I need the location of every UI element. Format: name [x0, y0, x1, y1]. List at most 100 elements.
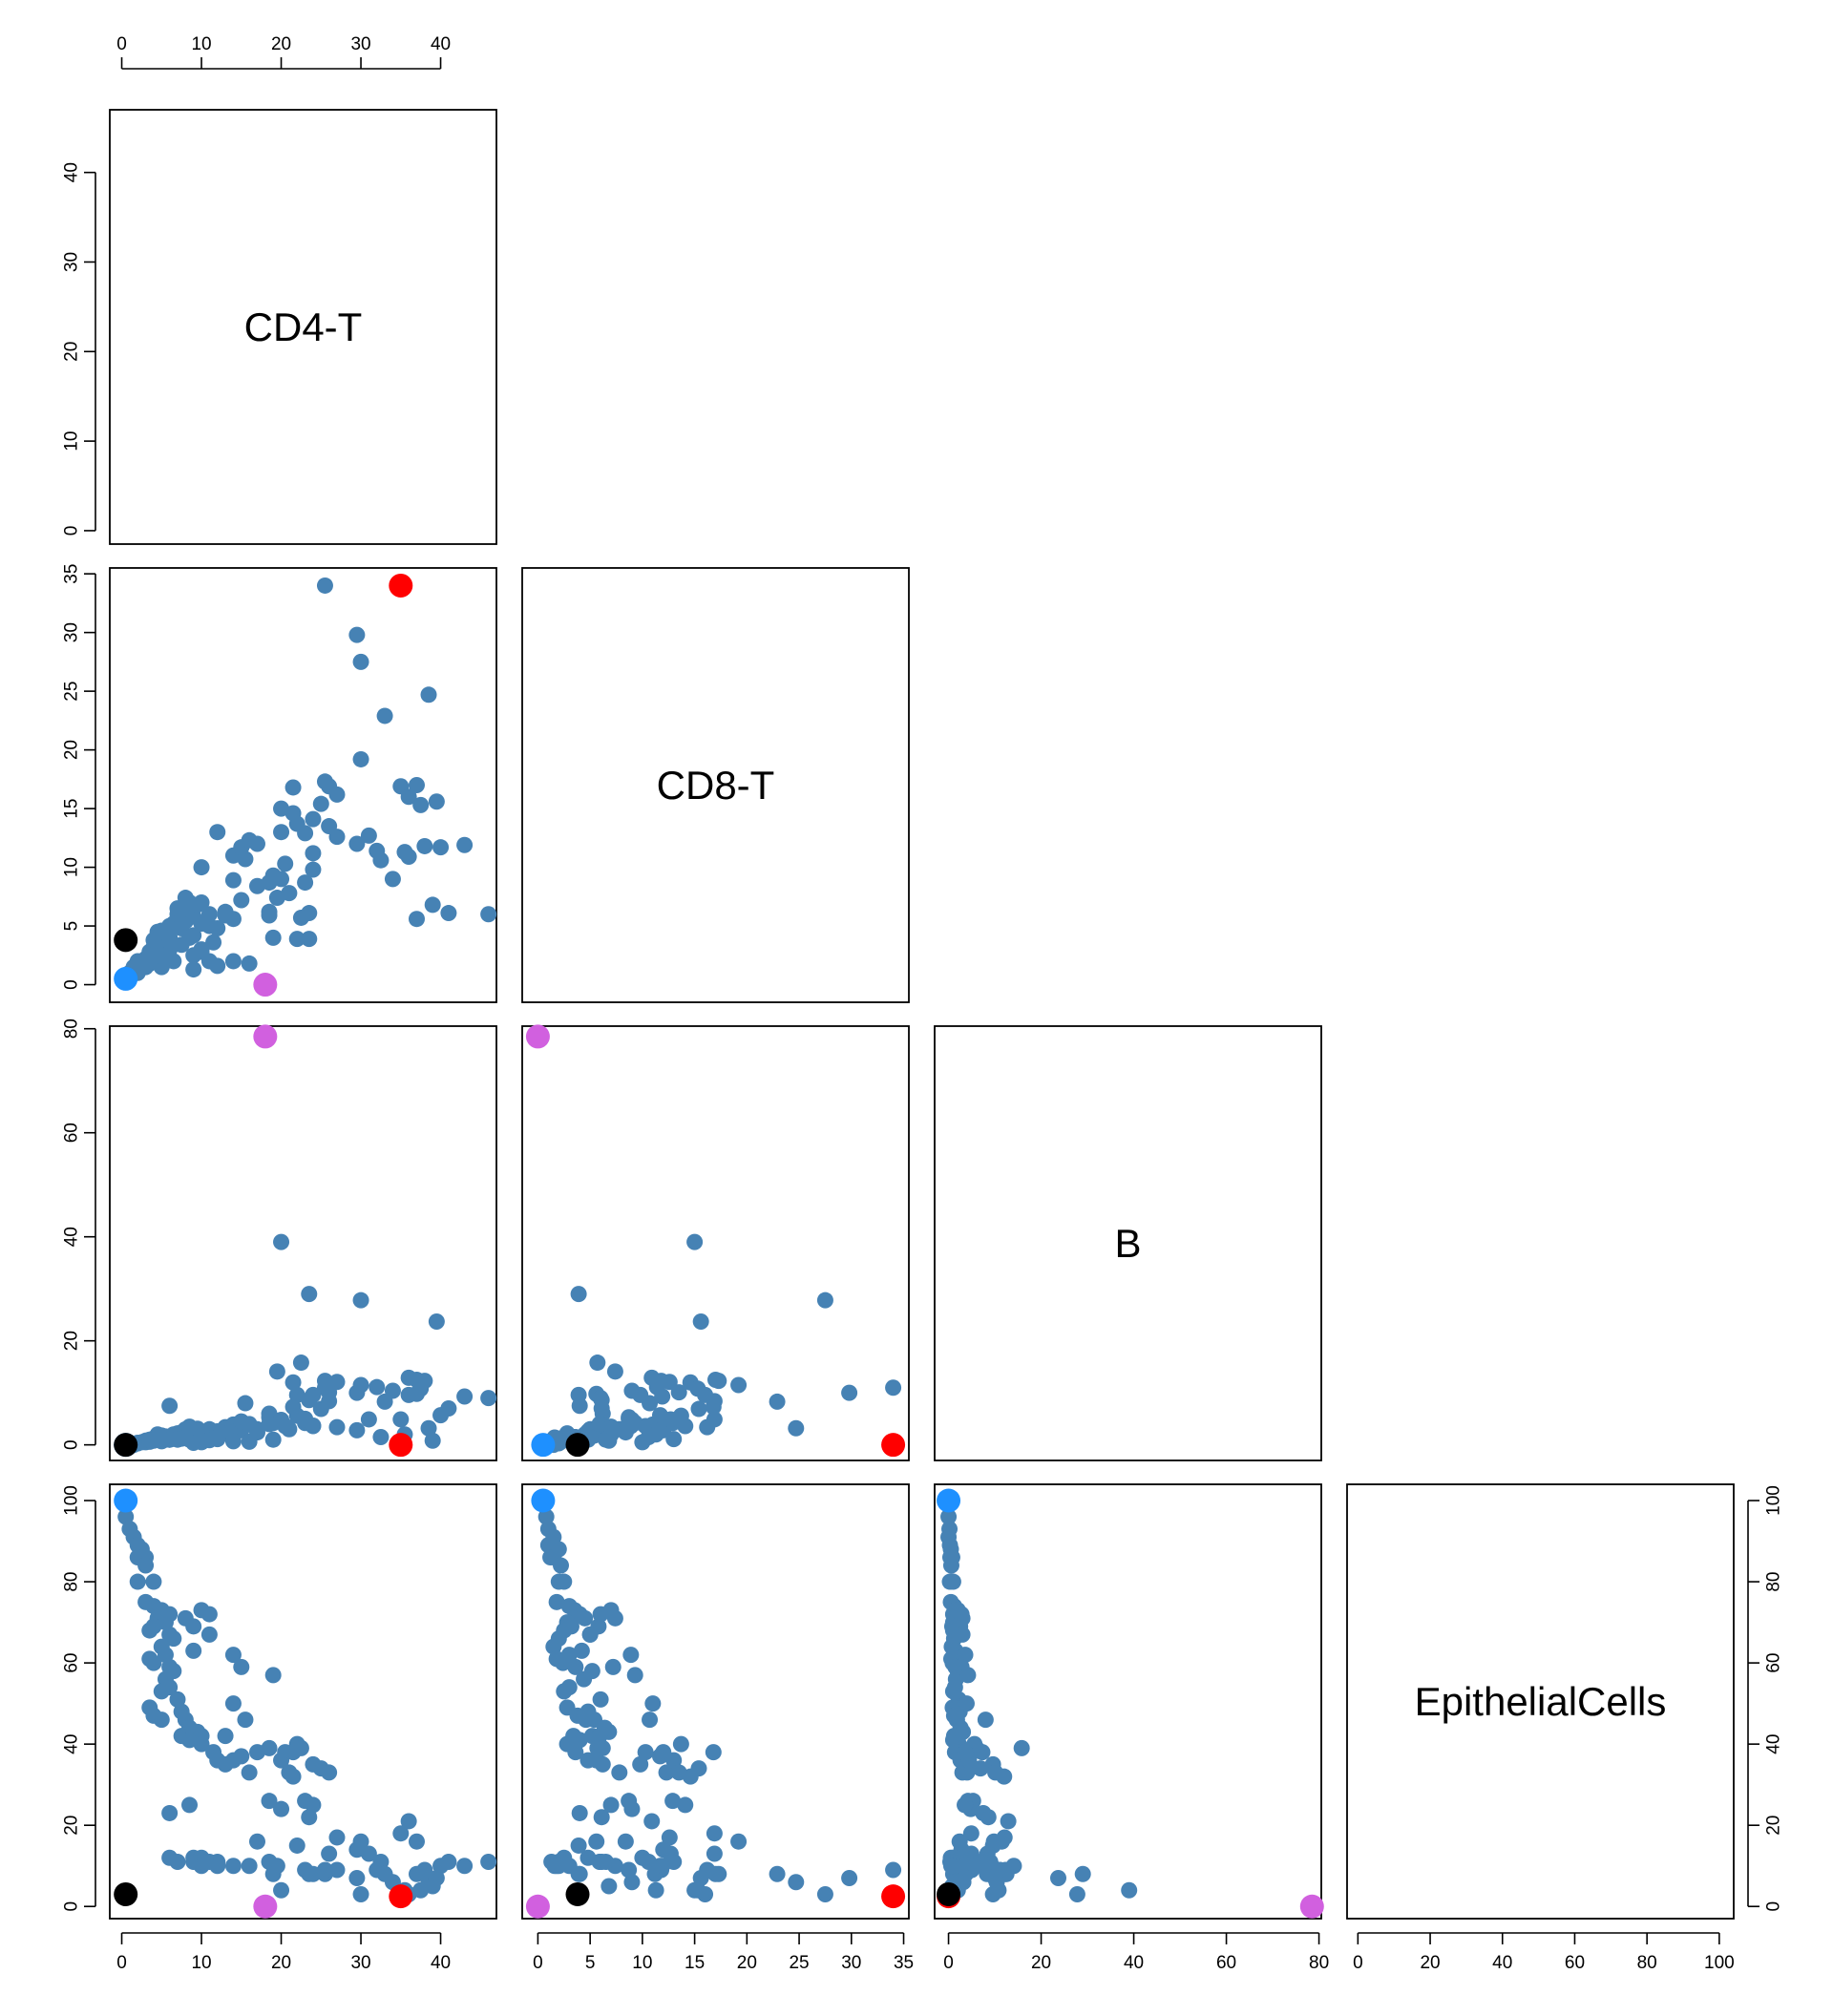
data-point	[376, 1865, 393, 1882]
data-point	[957, 1796, 974, 1814]
right-tick-label: 80	[1764, 1571, 1784, 1591]
data-point	[305, 861, 322, 878]
data-point	[297, 825, 314, 842]
data-point	[1050, 1869, 1067, 1886]
right-tick-label: 0	[1764, 1901, 1784, 1912]
data-point	[690, 1400, 707, 1418]
y-axis-CD8-T: 0 5 10 15 20 25 30 35	[62, 564, 96, 990]
highlight-point	[253, 1024, 278, 1049]
data-point	[205, 934, 222, 951]
diagonal-panel-CD8-T: CD8-T	[521, 567, 910, 1003]
x-tick-label: 15	[685, 1953, 705, 1973]
data-point	[297, 874, 314, 892]
x-tick-label: 30	[841, 1953, 861, 1973]
data-point	[328, 786, 346, 803]
data-point	[352, 1885, 369, 1902]
data-point	[277, 855, 294, 872]
data-point	[420, 686, 437, 704]
data-point	[153, 1683, 170, 1700]
data-point	[647, 1426, 664, 1443]
data-point	[424, 896, 441, 914]
data-point	[224, 1695, 242, 1712]
data-point	[193, 859, 210, 876]
data-point	[885, 1861, 902, 1879]
data-point	[621, 1410, 638, 1427]
x-tick-label: 20	[271, 1953, 291, 1973]
data-point	[626, 1667, 643, 1684]
data-point	[661, 1829, 678, 1846]
highlight-point	[565, 1433, 590, 1458]
highlight-point	[114, 1488, 138, 1513]
x-tick-label: 20	[737, 1953, 757, 1973]
data-point	[1121, 1881, 1138, 1899]
x-tick-label: 0	[1353, 1953, 1363, 1973]
data-point	[644, 1695, 662, 1712]
data-point	[305, 1417, 322, 1434]
data-point	[233, 1748, 250, 1765]
data-point	[348, 835, 366, 852]
data-point	[456, 1858, 474, 1875]
data-point	[953, 1606, 970, 1623]
data-point	[145, 1654, 162, 1671]
highlight-point	[881, 1433, 906, 1458]
y-tick-label: 0	[62, 1901, 82, 1912]
y-tick-label: 40	[62, 1227, 82, 1247]
data-point	[348, 1869, 366, 1886]
right-tick-label: 20	[1764, 1816, 1784, 1836]
y-tick-label: 0	[62, 526, 82, 536]
data-point	[284, 1374, 302, 1391]
data-point	[400, 1813, 417, 1830]
data-point	[328, 1418, 346, 1436]
data-point	[589, 1354, 606, 1372]
data-point	[769, 1865, 786, 1882]
data-point	[352, 653, 369, 670]
data-point	[241, 1764, 258, 1781]
data-point	[209, 824, 226, 841]
panel-frame	[521, 567, 910, 1003]
data-point	[248, 835, 265, 852]
data-point	[312, 795, 329, 812]
data-point	[141, 1622, 158, 1639]
data-point	[248, 877, 265, 894]
data-point	[292, 909, 309, 926]
data-point	[440, 905, 457, 922]
panel-frame	[934, 1483, 1322, 1920]
data-point	[977, 1712, 994, 1729]
data-point	[224, 1433, 242, 1450]
data-point	[408, 1865, 425, 1882]
data-point	[602, 1418, 620, 1436]
data-point	[975, 1804, 992, 1821]
data-point	[958, 1695, 975, 1712]
data-point	[316, 577, 333, 594]
data-point	[604, 1658, 622, 1675]
data-point	[571, 1397, 588, 1415]
data-point	[706, 1411, 723, 1428]
data-point	[598, 1853, 615, 1870]
data-point	[571, 1732, 588, 1749]
variable-name: CD8-T	[657, 763, 775, 808]
panel-frame	[934, 1025, 1322, 1461]
data-point	[706, 1825, 723, 1842]
data-point	[261, 907, 278, 924]
data-point	[181, 1796, 199, 1814]
x-tick-label: 10	[632, 1953, 652, 1973]
y-tick-label: 20	[62, 1331, 82, 1351]
data-point	[665, 1853, 683, 1870]
data-point	[984, 1885, 1001, 1902]
data-point	[972, 1760, 989, 1777]
data-point	[376, 707, 393, 724]
x-tick-label: 10	[191, 1953, 211, 1973]
x-tick-label: 60	[1216, 1953, 1236, 1973]
scatter-panel-B-vs-EpithelialCells	[934, 1483, 1324, 1920]
highlight-point	[565, 1881, 590, 1906]
data-point	[1068, 1885, 1085, 1902]
data-point	[957, 1647, 974, 1664]
data-point	[165, 1630, 182, 1648]
data-point	[200, 1606, 218, 1623]
highlight-point	[881, 1884, 906, 1909]
panel-frame	[109, 1483, 497, 1920]
data-point	[567, 1744, 584, 1761]
top-tick-label: 10	[191, 34, 211, 54]
data-point	[537, 1508, 555, 1525]
data-point	[456, 836, 474, 853]
